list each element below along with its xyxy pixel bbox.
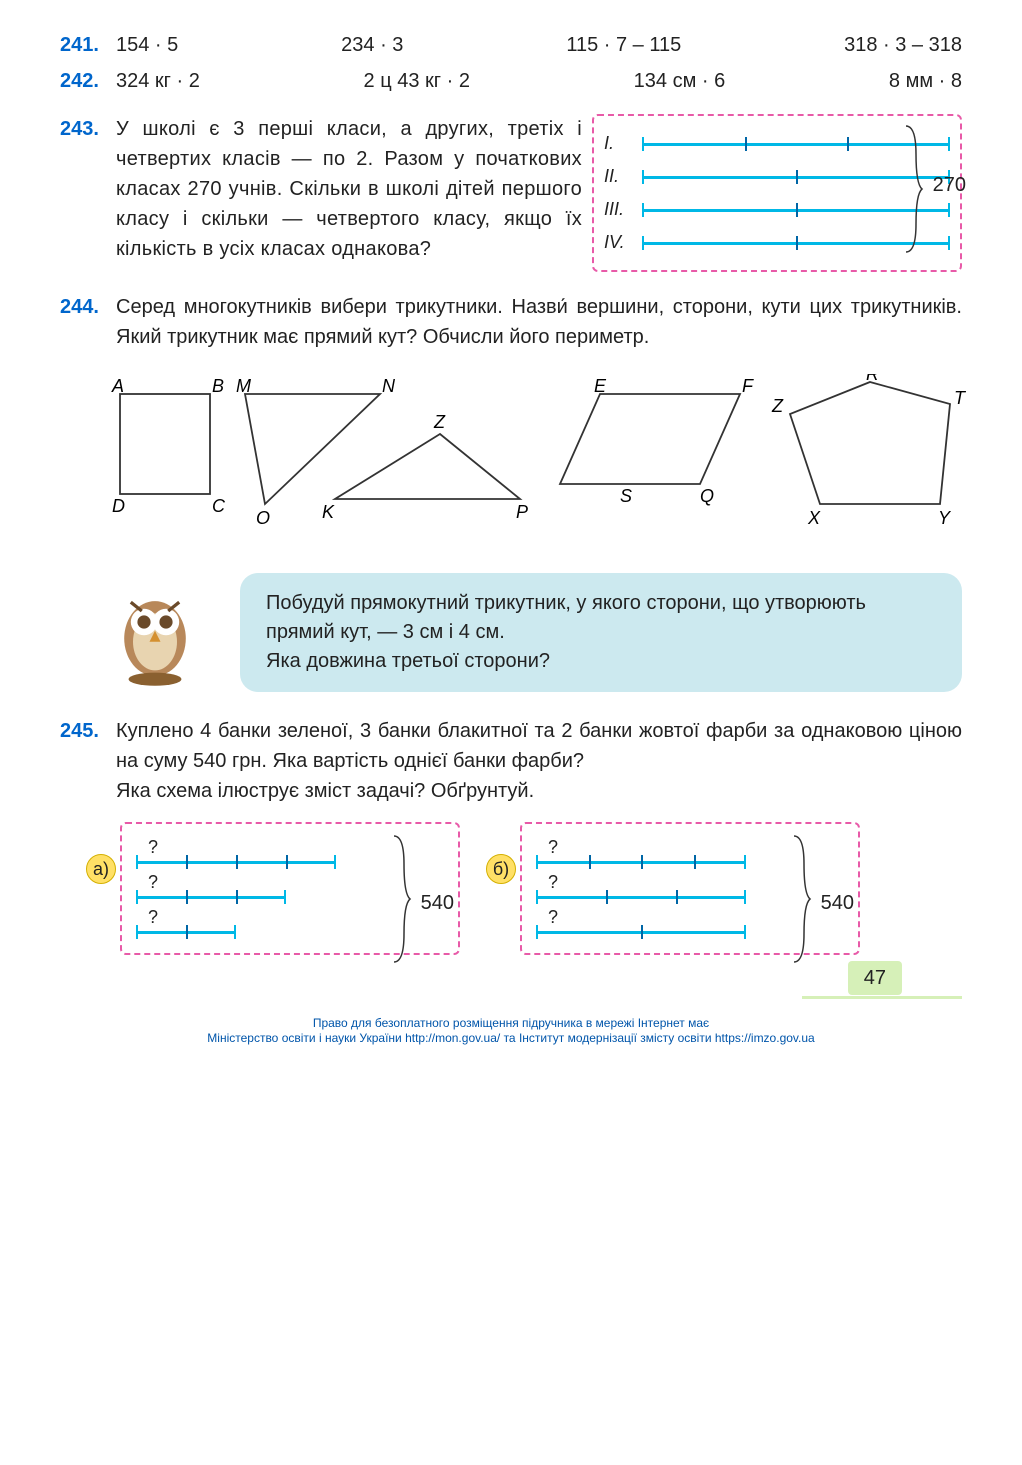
problem-number: 244. [60,292,116,322]
segment-label: III. [604,196,632,223]
expression: 2 ц 43 кг · 2 [364,66,470,96]
problem-242: 242. 324 кг · 2 2 ц 43 кг · 2 134 см · 6… [60,66,962,96]
scheme-label: а) [86,854,116,884]
svg-text:O: O [256,508,270,528]
problem-number: 242. [60,66,116,96]
expression: 234 · 3 [341,30,403,60]
expression: 134 см · 6 [634,66,726,96]
expression: 318 · 3 – 318 [844,30,962,60]
brace-total: 270 [933,170,966,200]
footer: Право для безоплатного розміщення підруч… [0,1016,1022,1047]
brace-total: 540 [421,888,454,918]
problem-text: У школі є 3 перші класи, а других, треті… [116,114,582,264]
brace-total: 540 [821,888,854,918]
brace-icon [792,834,812,964]
footer-line: Міністерство освіти і науки України http… [0,1031,1022,1047]
segment-label: II. [604,163,632,190]
problem-text: Куплено 4 банки зеленої, 3 банки блакитн… [116,716,962,806]
svg-text:M: M [236,376,251,396]
scheme-label: б) [486,854,516,884]
svg-text:P: P [516,502,528,522]
svg-text:T: T [954,388,967,408]
page-decoration [802,996,962,999]
svg-text:B: B [212,376,224,396]
owl-icon [100,578,210,688]
svg-text:Z: Z [433,412,446,432]
problem-241: 241. 154 · 5 234 · 3 115 · 7 – 115 318 ·… [60,30,962,60]
expression-row: 154 · 5 234 · 3 115 · 7 – 115 318 · 3 – … [116,30,962,60]
expression: 8 мм · 8 [889,66,962,96]
speech-bubble: Побудуй прямокутний трикутник, у якого с… [240,573,962,692]
scheme-a: а) ? ? ? [120,822,460,955]
diagram-243: I. II. III. [592,114,962,272]
problem-number: 241. [60,30,116,60]
svg-text:F: F [742,376,754,396]
problem-number: 243. [60,114,116,144]
svg-text:Z: Z [771,396,784,416]
svg-text:Y: Y [938,508,952,528]
problem-number: 245. [60,716,116,746]
svg-text:K: K [322,502,335,522]
svg-text:E: E [594,376,607,396]
svg-text:X: X [807,508,821,528]
problem-245: 245. Куплено 4 банки зеленої, 3 банки бл… [60,716,962,806]
owl-tip: Побудуй прямокутний трикутник, у якого с… [100,573,962,692]
svg-text:N: N [382,376,396,396]
svg-text:D: D [112,496,125,516]
page-number: 47 [848,961,902,995]
svg-text:C: C [212,496,226,516]
problem-text: Серед многокутників вибери трикутники. Н… [116,292,962,352]
brace-icon [392,834,412,964]
expression: 324 кг · 2 [116,66,200,96]
expression: 154 · 5 [116,30,178,60]
svg-text:Q: Q [700,486,714,506]
footer-line: Право для безоплатного розміщення підруч… [0,1016,1022,1032]
polygon-shapes: A B C D M N O Z K P E F S Q R T Z X Y [100,374,980,534]
expression: 115 · 7 – 115 [566,30,681,60]
scheme-b: б) ? ? ? [520,822,860,955]
brace-icon [904,124,924,254]
expression-row: 324 кг · 2 2 ц 43 кг · 2 134 см · 6 8 мм… [116,66,962,96]
segment-label: I. [604,130,632,157]
svg-text:S: S [620,486,632,506]
svg-text:A: A [111,376,124,396]
segment-label: IV. [604,229,632,256]
svg-text:R: R [866,374,879,384]
problem-243: 243. У школі є 3 перші класи, а других, … [60,114,962,272]
problem-244: 244. Серед многокутників вибери трикутни… [60,292,962,352]
scheme-container: а) ? ? ? [120,822,962,955]
